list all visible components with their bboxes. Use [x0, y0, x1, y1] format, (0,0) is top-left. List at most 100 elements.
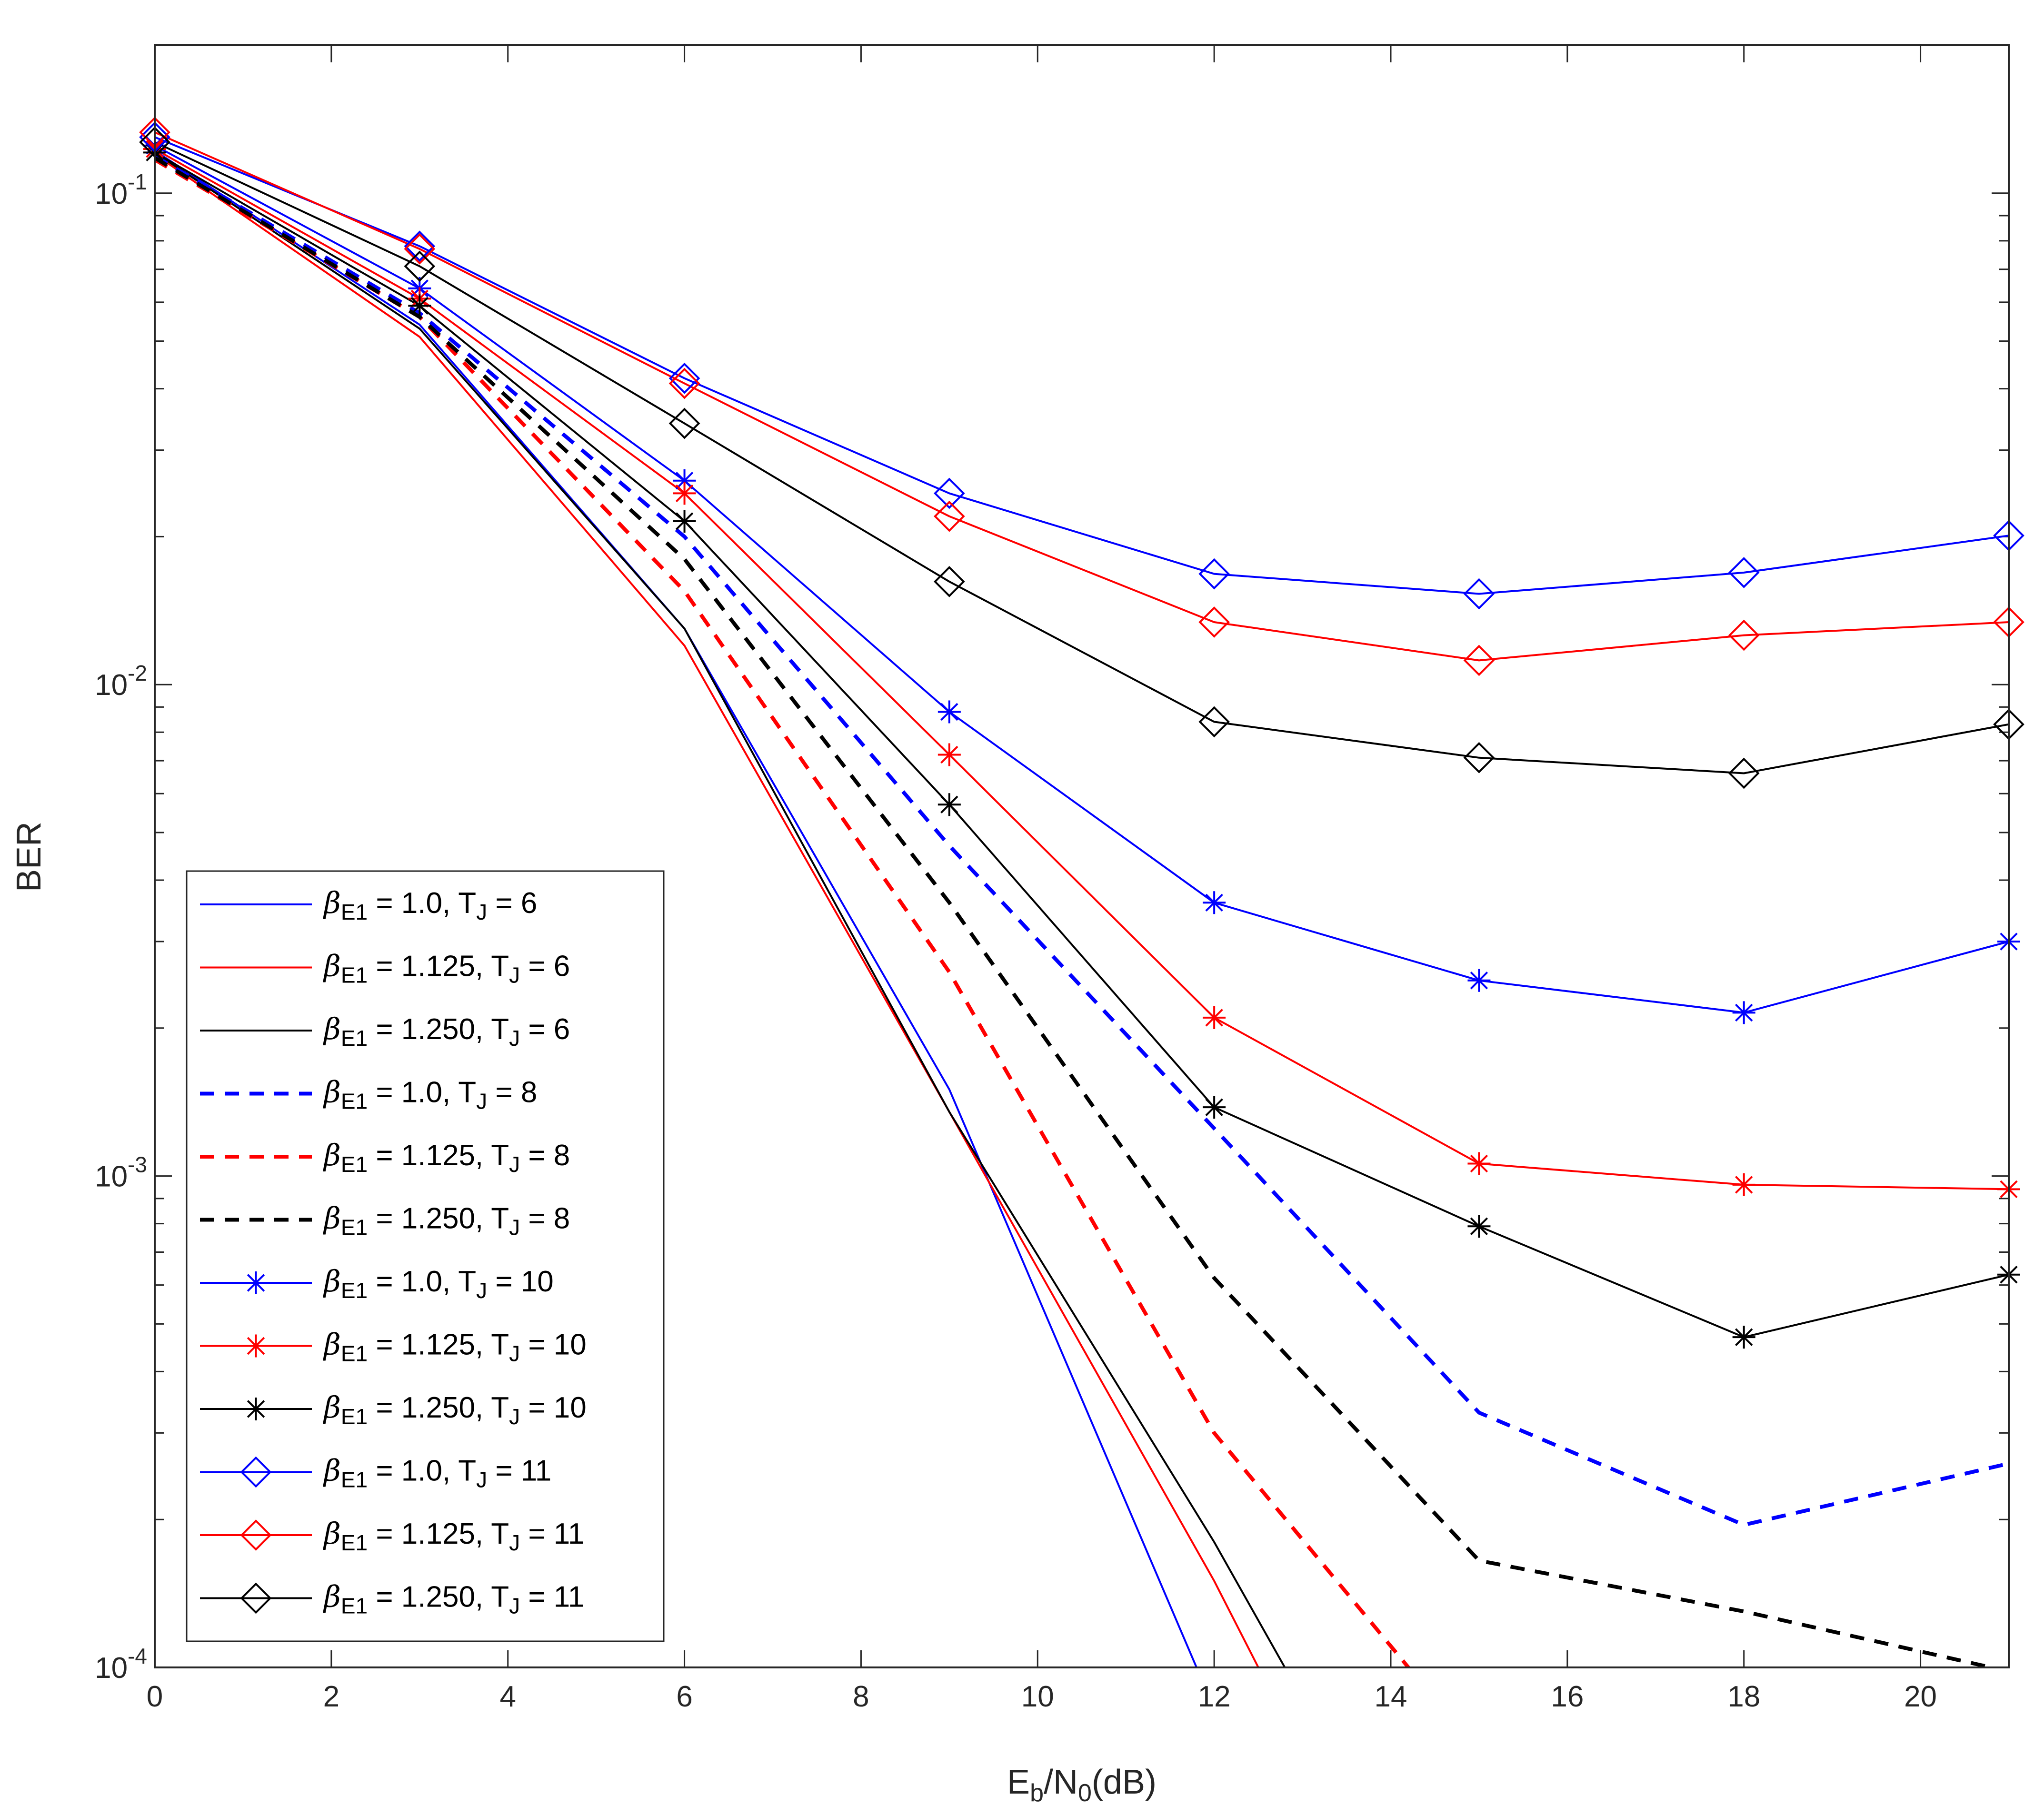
legend-entry-8: βE1 = 1.125, TJ = 10 [200, 1327, 587, 1366]
x-tick-labels: 0 2 4 6 8 10 12 14 16 18 20 [147, 1680, 1937, 1713]
series-11-marker [668, 367, 700, 399]
series-10-marker [668, 362, 700, 394]
legend-entry-3: βE1 = 1.250, TJ = 6 [200, 1012, 570, 1051]
series-8-marker [1467, 1152, 1491, 1175]
series-line-12 [155, 141, 2009, 774]
series-12-marker [1198, 706, 1230, 738]
x-tick-label: 20 [1904, 1680, 1937, 1713]
series-9-marker [1467, 1215, 1491, 1238]
x-tick-label: 14 [1375, 1680, 1407, 1713]
series-8-marker [673, 482, 696, 505]
series-10-marker [1198, 558, 1230, 590]
series-7-marker [1467, 969, 1491, 992]
legend-label: βE1 = 1.125, TJ = 10 [323, 1327, 587, 1366]
series-11-marker [1463, 645, 1495, 676]
series-9-marker [937, 793, 961, 816]
legend-marker [244, 1398, 268, 1420]
legend-entry-7: βE1 = 1.0, TJ = 10 [200, 1264, 554, 1303]
x-title-tail: (dB) [1092, 1763, 1157, 1801]
series-7-marker [937, 700, 961, 724]
marker-layer [139, 117, 2024, 1349]
legend-marker [240, 1456, 272, 1488]
series-7-marker [1732, 1001, 1755, 1024]
series-9-marker [673, 509, 696, 533]
legend-label: βE1 = 1.250, TJ = 6 [323, 1012, 570, 1051]
series-line-11 [155, 131, 2009, 662]
plot-frame [154, 44, 2010, 1668]
legend-label: βE1 = 1.250, TJ = 8 [323, 1201, 570, 1240]
series-8-marker [1203, 1006, 1226, 1029]
series-line-7 [155, 144, 2009, 1014]
legend-marker [244, 1271, 268, 1294]
series-line-8 [155, 148, 2009, 1190]
series-11-marker [404, 233, 436, 265]
series-line-3 [155, 151, 1286, 1667]
y-tick-labels: 10-1 10-2 10-3 10-4 [95, 169, 147, 1685]
series-11-marker [1728, 619, 1760, 651]
legend-label: βE1 = 1.125, TJ = 8 [323, 1138, 570, 1177]
legend-label: βE1 = 1.250, TJ = 11 [323, 1579, 584, 1618]
series-layer [155, 131, 2009, 1667]
x-tick-label: 6 [676, 1680, 692, 1713]
x-axis-title: Eb/N0(dB) [1007, 1763, 1157, 1807]
legend-label: βE1 = 1.0, TJ = 8 [323, 1075, 537, 1114]
x-tick-label: 0 [147, 1680, 163, 1713]
legend-label: βE1 = 1.0, TJ = 6 [323, 885, 537, 924]
legend-entry-11: βE1 = 1.125, TJ = 11 [200, 1516, 584, 1555]
x-tick-label: 12 [1198, 1680, 1231, 1713]
legend-label: βE1 = 1.250, TJ = 10 [323, 1390, 587, 1429]
series-12-marker [934, 566, 965, 597]
series-10-marker [1463, 578, 1495, 610]
legend-marker [240, 1582, 272, 1614]
legend: βE1 = 1.0, TJ = 6 βE1 = 1.125, TJ = 6 βE1 … [186, 870, 665, 1642]
series-10-marker [404, 230, 436, 262]
series-12-marker [404, 250, 436, 282]
x-tick-label: 10 [1021, 1680, 1054, 1713]
x-tick-label: 4 [499, 1680, 516, 1713]
legend-entry-12: βE1 = 1.250, TJ = 11 [200, 1579, 584, 1618]
legend-entry-5: βE1 = 1.125, TJ = 8 [200, 1138, 570, 1177]
series-10-marker [934, 477, 965, 509]
series-10-marker [1728, 557, 1760, 588]
series-8-marker [1732, 1173, 1755, 1196]
series-9-marker [408, 294, 431, 317]
legend-entry-1: βE1 = 1.0, TJ = 6 [200, 885, 537, 924]
legend-entry-4: βE1 = 1.0, TJ = 8 [200, 1075, 537, 1114]
legend-label: βE1 = 1.125, TJ = 11 [323, 1516, 584, 1555]
legend-label: βE1 = 1.0, TJ = 11 [323, 1453, 551, 1492]
x-title-sub1: b [1030, 1779, 1044, 1807]
legend-marker [240, 1519, 272, 1551]
series-line-10 [155, 136, 2009, 595]
legend-box [186, 870, 665, 1642]
axis-ticks [154, 44, 2009, 1668]
legend-marker [244, 1334, 268, 1358]
x-tick-label: 18 [1727, 1680, 1760, 1713]
series-9-marker [1203, 1096, 1226, 1119]
legend-entry-6: βE1 = 1.250, TJ = 8 [200, 1201, 570, 1240]
series-line-2 [155, 153, 1259, 1667]
series-8-marker [937, 743, 961, 766]
series-7-marker [1203, 891, 1226, 914]
y-tick-label: 10-1 [95, 169, 147, 210]
series-11-marker [1198, 606, 1230, 638]
legend-entry-10: βE1 = 1.0, TJ = 11 [200, 1453, 551, 1492]
y-tick-label: 10-3 [95, 1152, 147, 1193]
y-tick-label: 10-2 [95, 661, 147, 702]
series-11-marker [934, 500, 965, 532]
legend-entry-2: βE1 = 1.125, TJ = 6 [200, 949, 570, 988]
x-title-base: E [1007, 1763, 1030, 1801]
x-tick-label: 16 [1551, 1680, 1584, 1713]
series-9-marker [1732, 1326, 1755, 1349]
legend-entry-9: βE1 = 1.250, TJ = 10 [200, 1390, 587, 1429]
series-12-marker [1728, 757, 1760, 789]
series-line-9 [155, 151, 2009, 1339]
x-tick-label: 2 [323, 1680, 339, 1713]
x-title-sub2: 0 [1078, 1779, 1092, 1807]
series-12-marker [668, 407, 700, 439]
legend-label: βE1 = 1.125, TJ = 6 [323, 949, 570, 988]
x-tick-label: 8 [853, 1680, 869, 1713]
legend-label: βE1 = 1.0, TJ = 10 [323, 1264, 554, 1303]
series-12-marker [1463, 742, 1495, 774]
y-axis-title: BER [10, 822, 48, 892]
